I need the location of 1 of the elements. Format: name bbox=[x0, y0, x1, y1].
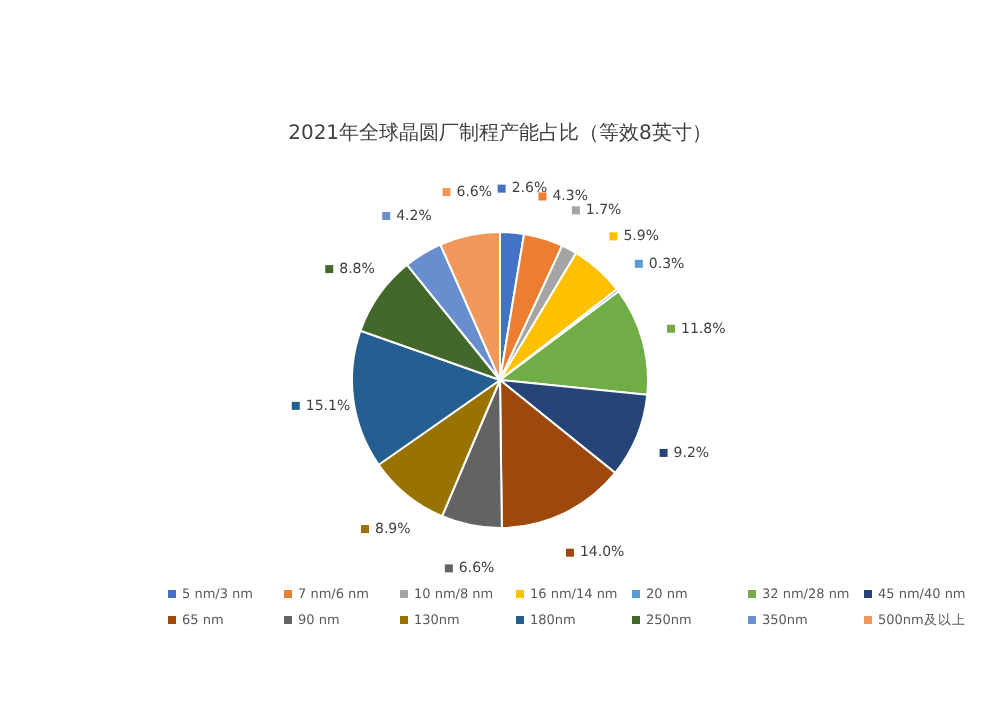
chart-title: 2021年全球晶圆厂制程产能占比（等效8英寸） bbox=[288, 121, 712, 146]
